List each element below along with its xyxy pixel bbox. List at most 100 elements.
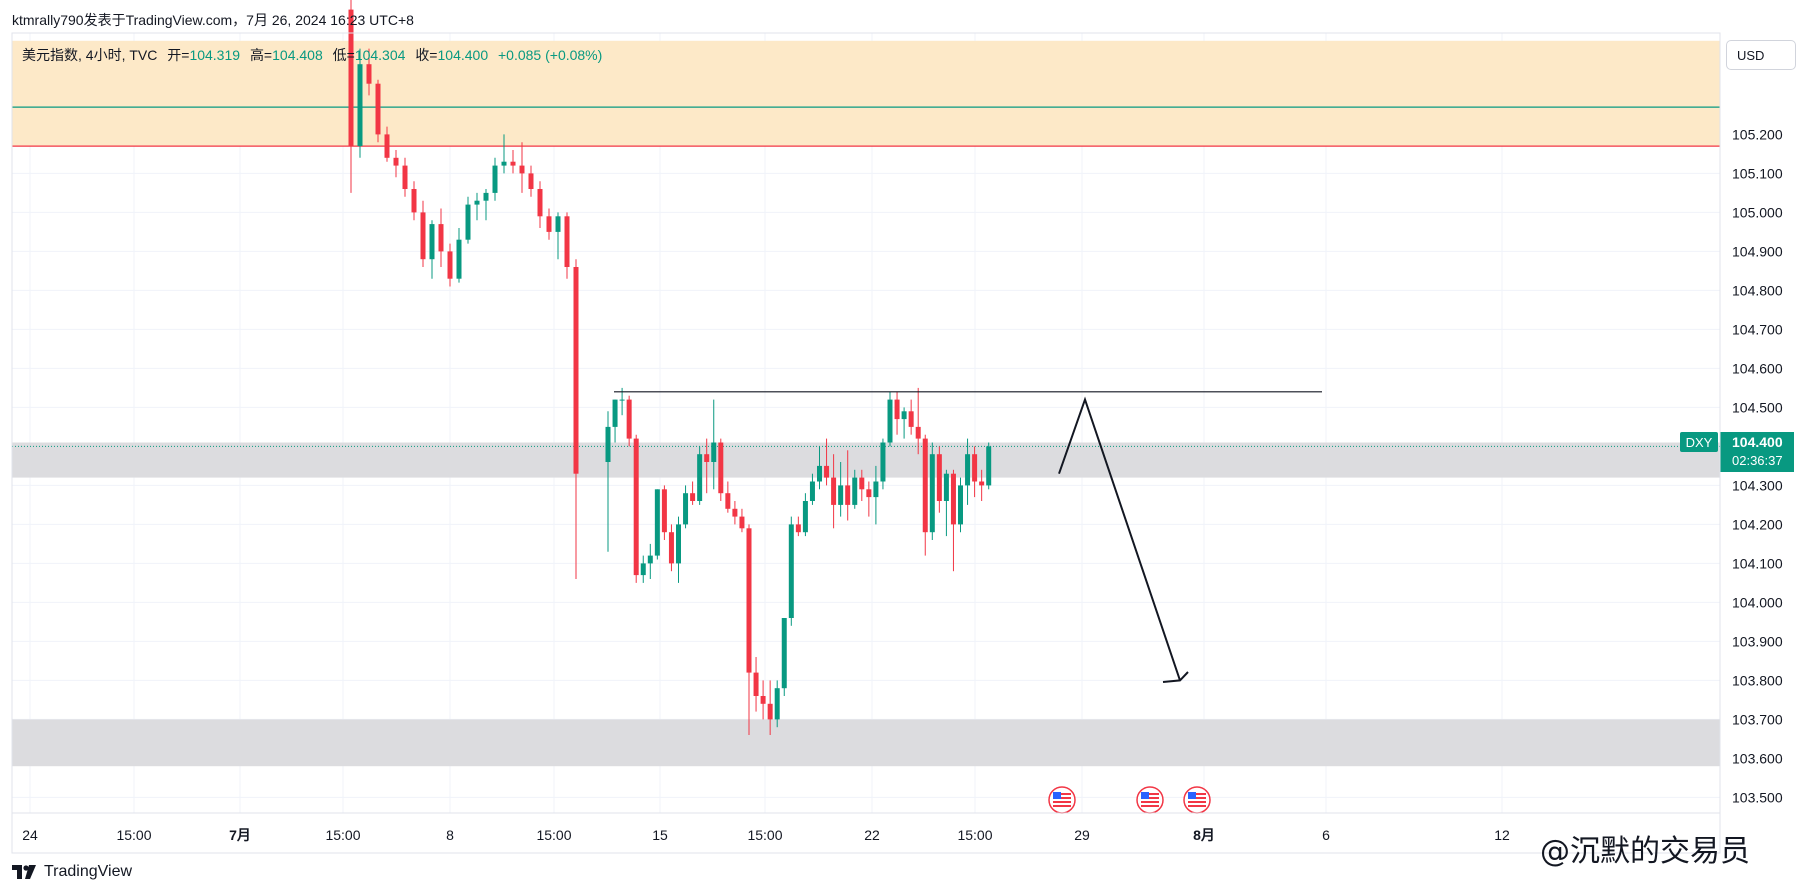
candle	[824, 465, 830, 478]
tradingview-logo[interactable]: TradingView	[12, 863, 132, 881]
candle	[647, 555, 653, 564]
candle	[831, 477, 837, 505]
price-tick-label: 104.100	[1732, 555, 1783, 571]
early-candle	[456, 239, 462, 279]
candle	[972, 454, 978, 482]
time-tick-label: 15:00	[747, 827, 782, 843]
early-candle	[519, 165, 525, 174]
flag-stripe	[1141, 793, 1159, 795]
grid-lines	[12, 33, 1720, 813]
early-candle	[537, 189, 543, 217]
price-tick-label: 104.700	[1732, 321, 1783, 337]
candle	[859, 477, 865, 490]
legend-low: 104.304	[354, 47, 406, 63]
early-candle	[492, 165, 498, 193]
candle	[774, 688, 780, 720]
early-candle	[546, 216, 552, 232]
early-candle	[411, 189, 417, 213]
price-badge: DXY 104.400 02:36:37	[1680, 432, 1794, 472]
early-candle	[438, 224, 444, 252]
early-candle	[555, 216, 561, 232]
mid-zone	[12, 442, 1720, 478]
price-tick-label: 105.200	[1732, 126, 1783, 142]
early-candle	[375, 83, 381, 135]
legend-open: 104.319	[189, 47, 241, 63]
candle	[746, 528, 752, 673]
candle	[633, 438, 639, 576]
flag-stripe	[1188, 793, 1206, 795]
candle	[690, 493, 696, 501]
price-tick-label: 104.800	[1732, 282, 1783, 298]
candle	[915, 426, 921, 439]
candle	[668, 532, 674, 564]
early-candle	[465, 204, 471, 240]
candle	[654, 489, 660, 556]
candle	[732, 508, 738, 517]
flag-stripe	[1053, 801, 1071, 803]
candle	[965, 454, 971, 486]
author-watermark: @沉默的交易员	[1540, 834, 1750, 869]
time-tick-label: 15:00	[957, 827, 992, 843]
candle	[626, 399, 632, 439]
candle	[619, 399, 625, 401]
price-tick-label: 105.100	[1732, 165, 1783, 181]
candle	[845, 485, 851, 505]
time-axis: 24 15:00 7月 15:00 8 15:00 15 15:00 22 15:00 29 8月 6 1…	[12, 812, 1720, 843]
candle	[739, 516, 745, 529]
legend-high: 104.408	[272, 47, 323, 63]
time-tick-label: 7月	[229, 827, 251, 843]
early-candle	[573, 267, 579, 474]
candle	[640, 563, 646, 576]
flag-stripe	[1188, 805, 1206, 807]
candle	[802, 501, 808, 533]
candle	[697, 454, 703, 501]
ohlc-legend: 美元指数, 4小时, TVC 开=104.319 高=104.408 低=104…	[22, 45, 602, 65]
early-candle	[429, 224, 435, 260]
currency-button[interactable]: USD	[1726, 40, 1796, 70]
time-tick-label: 22	[864, 827, 880, 843]
badge-countdown: 02:36:37	[1732, 453, 1783, 468]
legend-symbol: 美元指数, 4小时, TVC	[22, 47, 158, 63]
price-tick-label: 103.700	[1732, 711, 1783, 727]
flag-stripe	[1188, 797, 1206, 799]
candle	[838, 485, 844, 505]
price-tick-label: 103.900	[1732, 633, 1783, 649]
price-tick-label: 104.000	[1732, 594, 1783, 610]
projection-arrowhead	[1162, 671, 1189, 683]
early-candle	[483, 192, 489, 201]
candles	[348, 0, 992, 735]
candle	[788, 524, 794, 618]
event-us-flag-icon	[1136, 786, 1164, 814]
flag-stripe	[1141, 797, 1159, 799]
candle	[986, 446, 992, 486]
early-candle	[474, 200, 480, 205]
candle	[725, 493, 731, 509]
early-candle	[501, 161, 507, 166]
candle	[683, 493, 689, 525]
candle	[887, 399, 893, 443]
candle	[950, 473, 956, 525]
price-tick-label: 103.800	[1732, 672, 1783, 688]
chart-frame	[11, 32, 1721, 854]
early-candle	[402, 165, 408, 189]
price-tick-label: 104.500	[1732, 399, 1783, 415]
candle	[781, 618, 787, 689]
early-candle	[510, 161, 516, 166]
price-tick-label: 103.600	[1732, 750, 1783, 766]
badge-price: 104.400	[1732, 434, 1783, 450]
candle	[817, 465, 822, 482]
badge-price-bg	[1720, 432, 1794, 472]
flag-canton	[1188, 792, 1196, 799]
early-candle	[528, 173, 534, 189]
time-tick-label: 15:00	[116, 827, 151, 843]
early-candle	[564, 216, 570, 267]
candle	[612, 399, 618, 427]
price-tick-label: 104.200	[1732, 516, 1783, 532]
early-candle	[447, 251, 453, 279]
time-tick-label: 15:00	[536, 827, 571, 843]
candle	[760, 696, 766, 704]
time-tick-label: 24	[22, 827, 38, 843]
time-tick-label: 8	[446, 827, 454, 843]
flag-stripe	[1141, 805, 1159, 807]
